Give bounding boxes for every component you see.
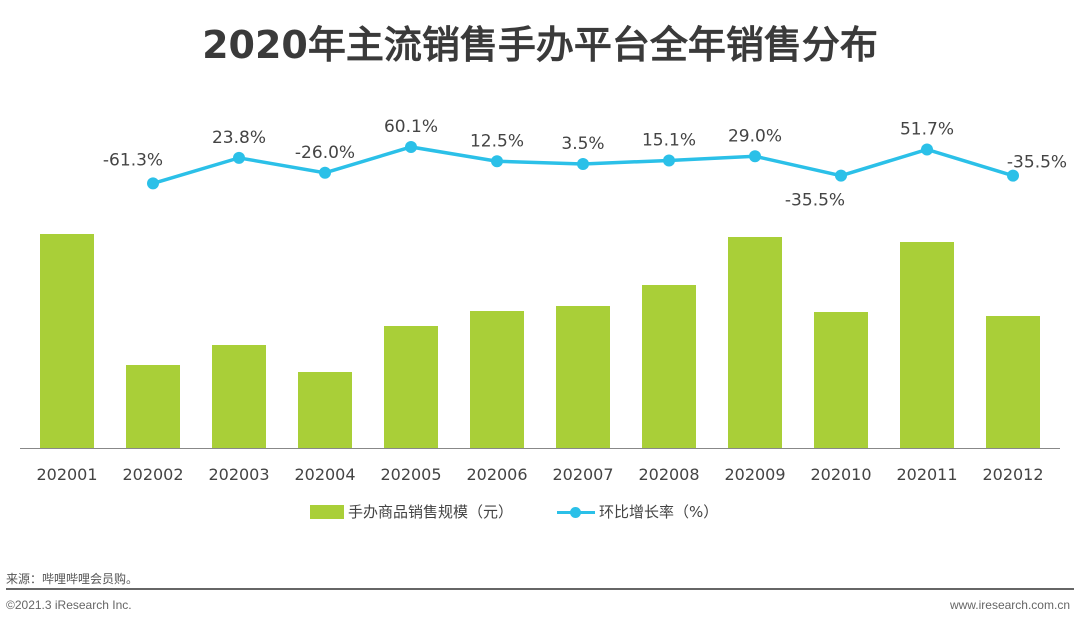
growth-point-202003 (233, 151, 245, 164)
legend-swatch-line (557, 505, 595, 519)
bar-202002 (126, 365, 180, 448)
bar-202011 (900, 242, 954, 448)
copyright: ©2021.3 iResearch Inc. (6, 598, 132, 612)
legend-label-sales: 手办商品销售规模（元） (348, 503, 514, 521)
x-tick-label: 202001 (36, 465, 97, 484)
bar-202003 (212, 345, 266, 448)
legend-label-growth: 环比增长率（%） (599, 503, 719, 521)
growth-point-202010 (835, 169, 847, 182)
x-tick-label: 202005 (380, 465, 441, 484)
x-tick-label: 202009 (724, 465, 785, 484)
x-tick-label: 202004 (294, 465, 355, 484)
growth-point-202011 (921, 143, 933, 156)
bar-202005 (384, 326, 438, 448)
x-tick-label: 202008 (638, 465, 699, 484)
growth-data-label: 60.1% (384, 117, 438, 137)
growth-point-202007 (577, 157, 589, 170)
growth-data-label: 23.8% (212, 128, 266, 148)
growth-point-202009 (749, 150, 761, 163)
source-note: 来源：哔哩哔哩会员购。 (6, 572, 139, 586)
x-tick-label: 202012 (982, 465, 1043, 484)
bar-202012 (986, 316, 1040, 448)
footer-divider (6, 588, 1074, 590)
growth-data-label: 29.0% (728, 126, 782, 146)
legend-item-sales: 手办商品销售规模（元） (310, 501, 513, 522)
growth-data-label: 51.7% (900, 119, 954, 139)
growth-point-202004 (319, 166, 331, 179)
growth-data-label: -35.5% (1007, 153, 1067, 173)
x-tick-label: 202010 (810, 465, 871, 484)
x-tick-label: 202011 (896, 465, 957, 484)
bar-202007 (556, 306, 610, 448)
x-tick-label: 202007 (552, 465, 613, 484)
bar-202010 (814, 312, 868, 448)
growth-data-label: 15.1% (642, 130, 696, 150)
growth-point-202006 (491, 155, 503, 168)
growth-data-label: 3.5% (561, 134, 604, 154)
growth-point-202008 (663, 154, 675, 167)
bar-202008 (642, 285, 696, 448)
legend-item-growth: 环比增长率（%） (557, 501, 718, 522)
growth-data-label: -35.5% (785, 191, 845, 211)
x-tick-label: 202003 (208, 465, 269, 484)
bar-202009 (728, 237, 782, 448)
bar-202001 (40, 234, 94, 448)
growth-data-label: -61.3% (103, 150, 163, 170)
growth-point-202012 (1007, 169, 1019, 182)
bar-202004 (298, 372, 352, 448)
x-tick-label: 202002 (122, 465, 183, 484)
growth-data-label: -26.0% (295, 143, 355, 163)
chart-plot: 202001 202002 202003 202004 202005 202006 2020… (20, 117, 1067, 484)
x-tick-label: 202006 (466, 465, 527, 484)
bar-202006 (470, 311, 524, 448)
legend-swatch-bar (310, 504, 344, 519)
growth-point-202005 (405, 140, 417, 153)
growth-data-label: 12.5% (470, 131, 524, 151)
growth-point-202002 (147, 177, 159, 190)
chart-title: 2020年主流销售手办平台全年销售分布 (202, 23, 878, 67)
website-link: www.iresearch.com.cn (949, 598, 1070, 612)
